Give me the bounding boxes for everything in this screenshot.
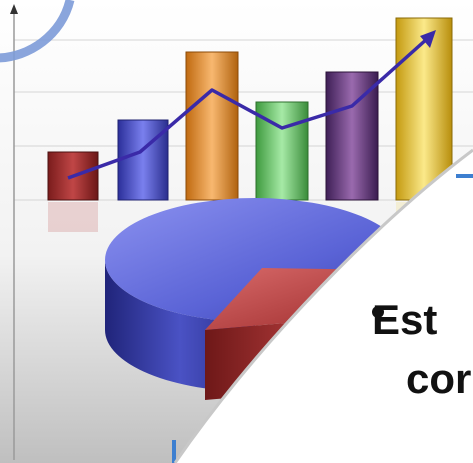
- bar-blue: [117, 119, 169, 201]
- accent-arc: [0, 0, 75, 63]
- bullet-text-line-1: Est: [372, 296, 438, 343]
- bar-purple: [325, 71, 379, 201]
- bullet-text-line-2: cor: [406, 355, 472, 402]
- trend-line: [67, 36, 430, 180]
- up-arrow-icon: [10, 4, 18, 14]
- bar-red: [47, 151, 99, 201]
- bar-yellow: [395, 17, 453, 201]
- bar-group: [47, 17, 453, 201]
- bullet-icon: [372, 306, 384, 318]
- pie-chart: [105, 198, 405, 400]
- trend-arrowhead: [420, 30, 436, 48]
- bar-orange: [185, 51, 239, 201]
